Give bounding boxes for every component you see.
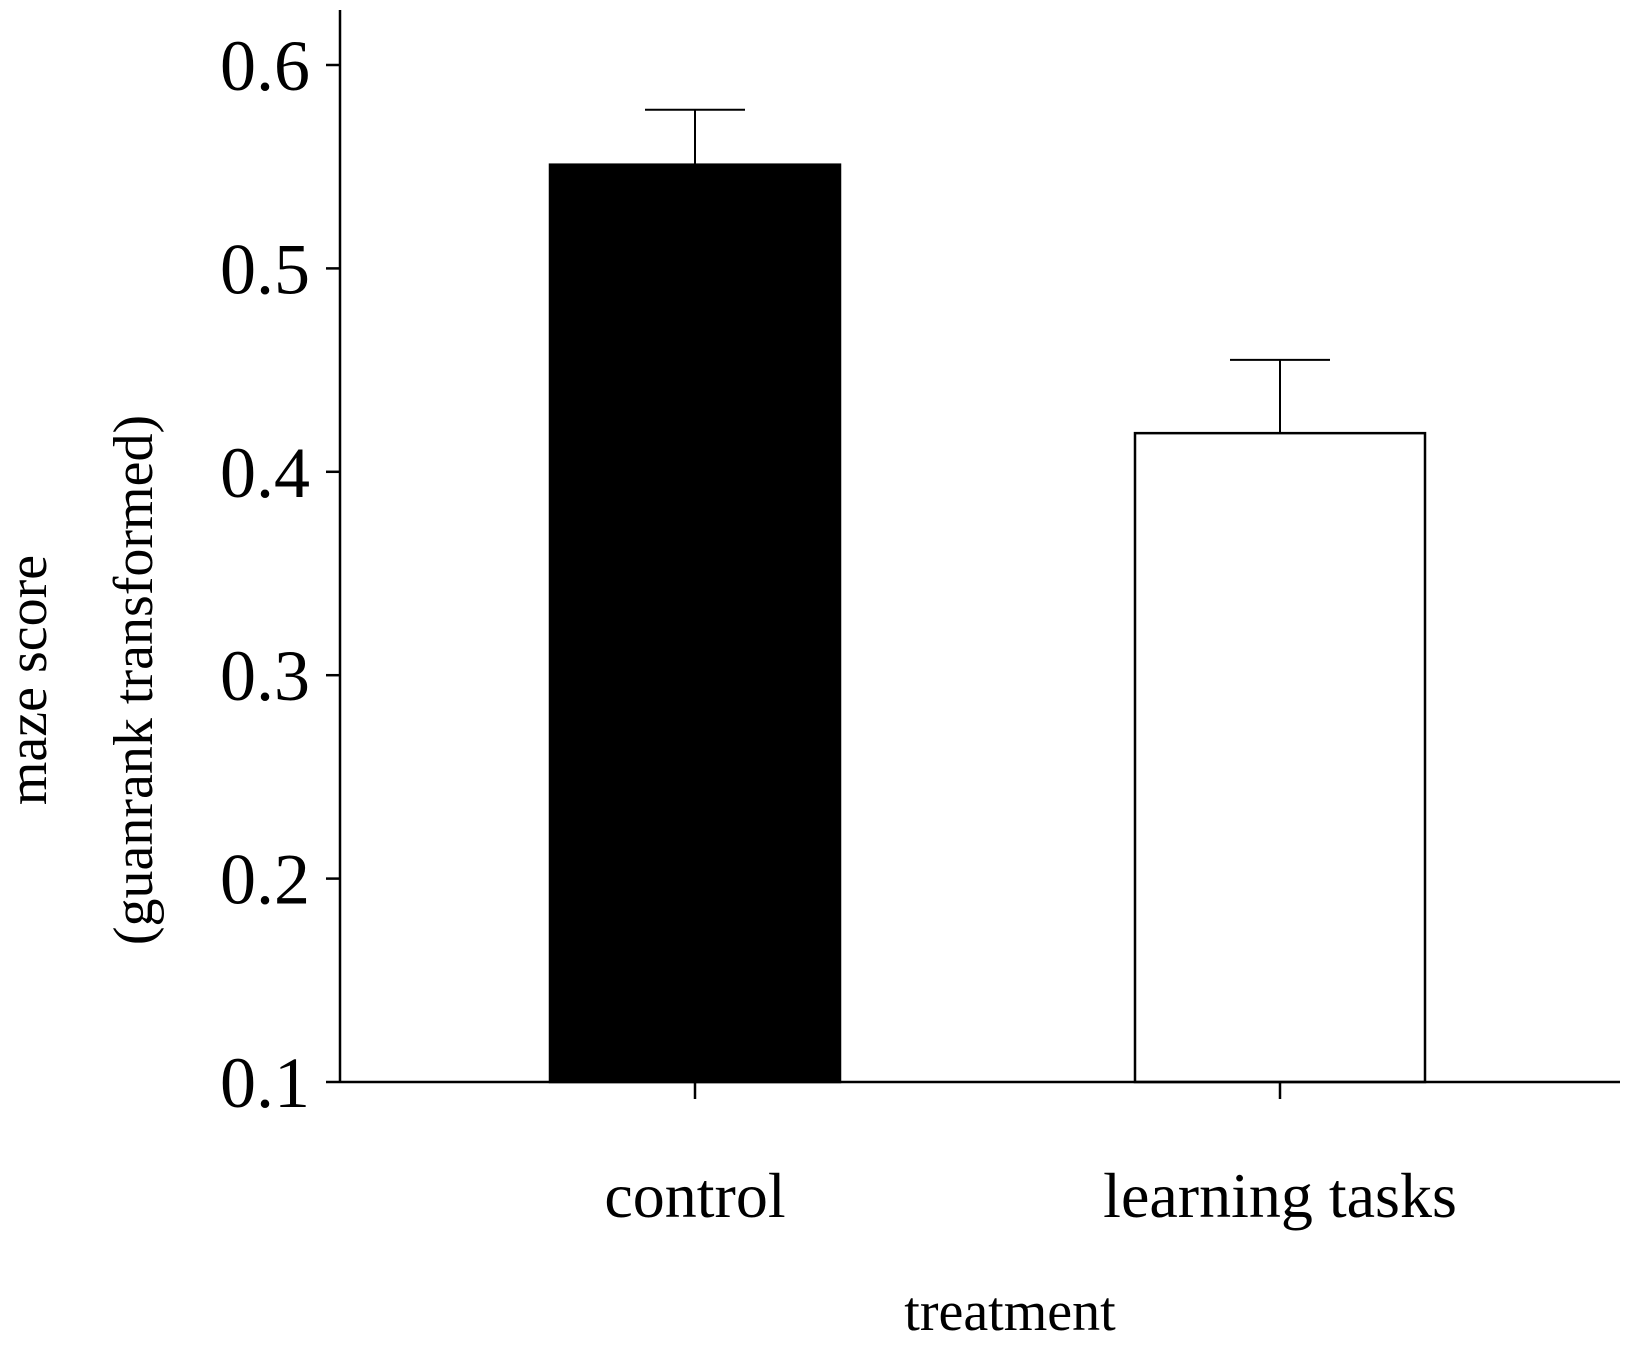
error-bars-layer <box>645 108 1330 434</box>
y-axis-title-line1: maze score <box>0 555 59 805</box>
y-tick-label: 0.2 <box>220 840 310 920</box>
x-category-label: control <box>604 1160 785 1231</box>
x-category-label: learning tasks <box>1103 1160 1457 1231</box>
y-tick-label: 0.3 <box>220 636 310 716</box>
bar-control <box>548 163 842 1084</box>
y-tick-label: 0.1 <box>220 1043 310 1123</box>
y-axis-title-group: maze score (guanrank transformed) <box>0 415 165 945</box>
bar-learning-tasks <box>1133 431 1427 1084</box>
y-tick-label: 0.4 <box>220 433 310 513</box>
x-ticks-layer: control learning tasks <box>604 1082 1457 1231</box>
y-tick-label: 0.6 <box>220 26 310 106</box>
bars-layer <box>548 163 1427 1084</box>
y-axis-title-line2: (guanrank transformed) <box>103 415 165 945</box>
x-axis-title: treatment <box>904 1281 1116 1343</box>
y-ticks-layer: 0.1 0.2 0.3 0.4 0.5 0.6 <box>220 26 340 1123</box>
y-tick-label: 0.5 <box>220 229 310 309</box>
